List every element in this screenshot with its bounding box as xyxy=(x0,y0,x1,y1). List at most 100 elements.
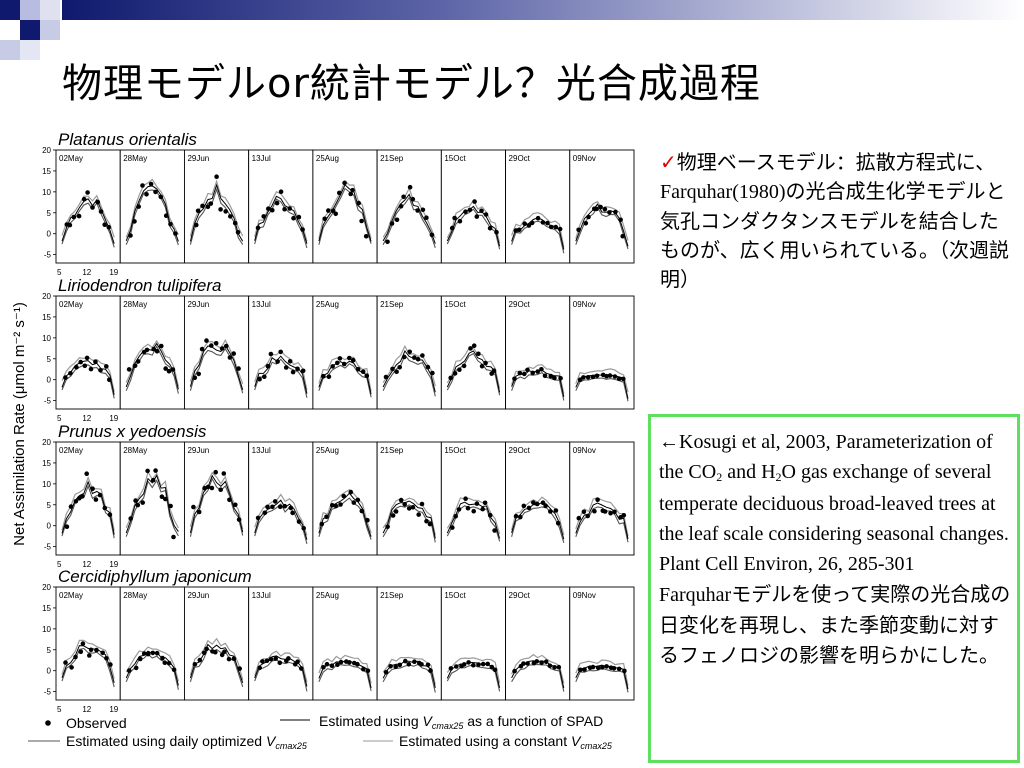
observed-point xyxy=(71,214,77,220)
observed-point xyxy=(595,665,601,671)
observed-point xyxy=(80,641,86,646)
observed-point xyxy=(457,218,463,224)
estimate-spad-line xyxy=(189,344,244,390)
observed-point xyxy=(163,213,169,218)
species-name: Platanus orientalis xyxy=(58,130,197,149)
observed-point xyxy=(196,371,201,377)
legend-observed-label: Observed xyxy=(66,715,127,731)
observed-point xyxy=(64,524,70,529)
panel-frame xyxy=(569,295,635,410)
estimate-spad-line xyxy=(446,350,501,393)
observed-point xyxy=(394,369,399,375)
panel-date-label: 21Sep xyxy=(380,446,404,455)
observed-point xyxy=(482,500,488,506)
estimate-constant-line xyxy=(446,347,501,389)
observed-point xyxy=(535,215,541,221)
observed-point xyxy=(466,660,471,665)
observed-point xyxy=(494,229,499,235)
estimate-constant-line xyxy=(318,356,372,392)
panel-date-label: 21Sep xyxy=(380,154,404,163)
estimate-spad-line xyxy=(575,502,629,540)
panel-date-label: 21Sep xyxy=(380,300,404,309)
observed-point xyxy=(168,503,173,509)
panel-frame xyxy=(248,586,314,701)
observed-point xyxy=(410,196,416,202)
observed-point xyxy=(197,657,203,663)
y-tick-label: 5 xyxy=(47,501,52,510)
observed-point xyxy=(104,364,109,369)
corner-square-lavender-4 xyxy=(40,0,60,20)
observed-point xyxy=(398,204,404,209)
y-tick-label: -5 xyxy=(44,251,52,260)
observed-point xyxy=(73,499,79,504)
observed-point xyxy=(402,502,408,507)
observed-point xyxy=(512,376,517,382)
observed-point xyxy=(295,659,300,664)
estimate-spad-line xyxy=(61,645,115,683)
estimate-spad-line xyxy=(254,195,308,244)
observed-point xyxy=(492,667,498,673)
observed-point xyxy=(410,505,416,510)
observed-point xyxy=(282,206,287,212)
observed-point xyxy=(278,349,284,355)
observed-point xyxy=(471,508,477,514)
observed-point xyxy=(213,341,219,346)
observed-point xyxy=(355,497,361,503)
observed-point xyxy=(390,366,395,372)
observed-point xyxy=(300,368,306,374)
observed-point xyxy=(236,517,242,522)
observed-point xyxy=(73,654,78,660)
observed-point xyxy=(394,217,400,223)
observed-point xyxy=(199,346,205,352)
observed-point xyxy=(214,174,219,179)
panel-date-label: 02May xyxy=(59,591,83,600)
estimate-spad-line xyxy=(189,183,244,242)
estimate-constant-line xyxy=(189,637,244,680)
observed-point xyxy=(581,509,587,515)
observed-point xyxy=(348,489,354,495)
observed-point xyxy=(487,512,493,518)
y-tick-label: 10 xyxy=(42,188,51,197)
observed-point xyxy=(350,187,355,193)
observed-point xyxy=(132,363,138,368)
observed-point xyxy=(162,660,168,665)
observed-point xyxy=(290,510,295,516)
observed-point xyxy=(204,338,209,343)
y-tick-label: 15 xyxy=(42,604,51,613)
estimate-daily-line xyxy=(446,352,501,396)
y-tick-label: 15 xyxy=(42,459,51,468)
observed-point xyxy=(463,209,468,214)
x-tick-label: 12 xyxy=(82,414,91,423)
legend-spad-label: Estimated using Vcmax25 as a function of… xyxy=(319,713,603,731)
observed-point xyxy=(424,215,429,220)
observed-point xyxy=(237,666,242,671)
observed-point xyxy=(63,660,68,665)
observed-point xyxy=(268,351,274,357)
observed-point xyxy=(140,183,145,188)
observed-point xyxy=(107,512,113,517)
observed-point xyxy=(108,662,113,667)
panel-date-label: 29Oct xyxy=(509,154,531,163)
observed-point xyxy=(540,220,546,225)
observed-point xyxy=(476,662,481,667)
observed-point xyxy=(420,353,425,358)
observed-point xyxy=(261,214,266,219)
panel-date-label: 13Jul xyxy=(252,300,271,309)
observed-point xyxy=(449,225,455,231)
observed-point xyxy=(492,528,497,533)
y-tick-label: 0 xyxy=(47,376,52,385)
observed-point xyxy=(585,513,590,519)
observed-point xyxy=(600,665,605,670)
observed-point xyxy=(170,367,176,372)
corner-square-lavender-5 xyxy=(20,40,40,60)
observed-point xyxy=(236,366,241,371)
y-tick-label: 0 xyxy=(47,230,52,239)
observed-point xyxy=(491,368,497,373)
observed-point xyxy=(330,503,335,508)
x-tick-label: 19 xyxy=(109,414,118,423)
observed-point xyxy=(337,356,343,361)
observed-point xyxy=(262,374,267,379)
panel-frame xyxy=(376,586,442,701)
observed-point xyxy=(534,659,540,664)
observed-point xyxy=(205,484,211,490)
